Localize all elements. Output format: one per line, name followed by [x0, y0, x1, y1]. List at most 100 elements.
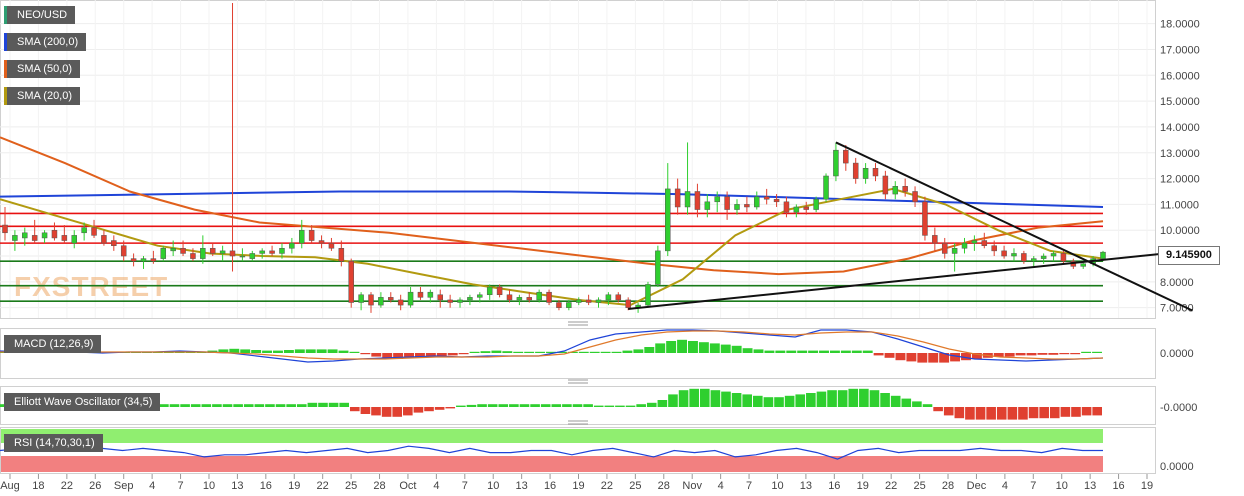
candle-body: [1021, 253, 1027, 262]
ewo-histogram-bar: [901, 398, 912, 407]
rsi-label[interactable]: RSI (14,70,30,1): [4, 434, 103, 452]
ewo-histogram-bar: [816, 391, 827, 407]
macd-histogram-bar: [382, 353, 393, 359]
legend-sma20[interactable]: SMA (20,0): [4, 87, 81, 105]
x-tick-label: 18: [32, 480, 44, 492]
candle-body: [130, 258, 137, 262]
macd-label[interactable]: MACD (12,26,9): [4, 335, 102, 353]
x-tick-label: 16: [1112, 480, 1124, 492]
x-tick-label: 10: [487, 480, 499, 492]
macd-histogram-bar: [305, 349, 316, 353]
ewo-histogram-bar: [996, 407, 1007, 420]
candle-body: [892, 186, 899, 195]
ewo-histogram-bar: [784, 395, 795, 407]
ewo-histogram-bar: [954, 407, 965, 419]
macd-histogram-bar: [1070, 353, 1081, 355]
price-tick-label: 12.0000: [1160, 174, 1200, 186]
ewo-histogram-bar: [837, 390, 848, 407]
ewo-histogram-bar: [339, 402, 349, 407]
ewo-histogram-bar: [1028, 407, 1039, 419]
legend-sma50-label: SMA (50,0): [17, 63, 73, 75]
rsi-oversold-zone: [1, 456, 1103, 472]
candle-body: [239, 255, 246, 258]
current-price-tag: 9.145900: [1158, 246, 1220, 265]
ewo-histogram-bar: [434, 407, 445, 410]
legend-sma200[interactable]: SMA (200,0): [4, 33, 87, 51]
ewo-histogram-bar: [795, 394, 806, 407]
macd-histogram-bar: [655, 343, 666, 353]
ewo-histogram-bar: [371, 407, 381, 416]
candle-body: [595, 299, 602, 303]
ewo-histogram-bar: [593, 405, 604, 407]
macd-histogram-bar: [349, 351, 360, 353]
macd-histogram-bar: [567, 351, 578, 353]
ewo-histogram-bar: [806, 393, 816, 407]
macd-histogram-bar: [895, 353, 906, 361]
candle-body: [378, 297, 384, 306]
ewo-histogram-bar: [721, 391, 731, 407]
macd-histogram-bar: [917, 353, 928, 363]
candle-body: [358, 294, 364, 303]
candle-body: [694, 191, 701, 210]
x-tick-label: 16: [828, 480, 840, 492]
candle-body: [991, 245, 997, 252]
candle-body: [823, 175, 829, 200]
candle-body: [793, 206, 800, 213]
ewo-histogram-bar: [604, 405, 615, 407]
ewo-histogram-bar: [572, 404, 583, 407]
macd-histogram-bar: [414, 353, 425, 358]
macd-histogram-bar: [502, 351, 513, 353]
macd-histogram-bar: [327, 349, 338, 353]
ewo-histogram-bar: [328, 402, 339, 407]
ewo-histogram-bar: [1071, 407, 1081, 417]
x-tick-label: 28: [942, 480, 954, 492]
candle-body: [190, 253, 196, 259]
ewo-histogram-bar: [392, 407, 403, 417]
candle-body: [111, 240, 117, 246]
price-tick-label: 11.0000: [1160, 199, 1199, 211]
candle-body: [951, 248, 958, 254]
ewo-histogram-bar: [456, 405, 466, 407]
candle-body: [140, 258, 147, 262]
candle-body: [1100, 251, 1106, 259]
macd-histogram-bar: [971, 353, 982, 359]
x-tick-label: 22: [317, 480, 329, 492]
x-tick-label: Nov: [682, 480, 702, 492]
candle-body: [1080, 263, 1086, 267]
macd-histogram-bar: [447, 353, 458, 356]
rsi-neutral-zone: [1, 443, 1103, 456]
candle-body: [101, 235, 107, 244]
candle-body: [566, 302, 572, 308]
candle-body: [289, 242, 295, 249]
candle-body: [1040, 255, 1047, 259]
candle-body: [971, 240, 978, 244]
macd-histogram-bar: [1059, 353, 1070, 355]
ewo-histogram-bar: [1092, 407, 1102, 416]
x-tick-label: 10: [1056, 480, 1068, 492]
candle-body: [605, 294, 612, 301]
ewo-histogram-bar: [636, 404, 646, 407]
ewo-histogram-bar: [286, 404, 296, 407]
ewo-histogram-bar: [424, 407, 434, 412]
ewo-histogram-bar: [710, 390, 721, 407]
candle-body: [120, 245, 127, 257]
x-tick-label: 22: [601, 480, 613, 492]
candle-body: [388, 297, 394, 301]
candle-body: [308, 229, 315, 241]
candle-body: [516, 297, 523, 301]
macd-histogram-bar: [709, 343, 720, 353]
candle-body: [922, 201, 928, 236]
macd-histogram-bar: [1037, 353, 1048, 355]
x-tick-label: Oct: [399, 480, 416, 492]
candle-body: [1031, 258, 1037, 262]
ewo-label[interactable]: Elliott Wave Oscillator (34,5): [4, 393, 161, 411]
legend-sma50[interactable]: SMA (50,0): [4, 60, 81, 78]
ewo-histogram-bar: [403, 407, 413, 416]
legend-pair[interactable]: NEO/USD: [4, 6, 76, 24]
candle-body: [338, 248, 345, 262]
candle-body: [852, 162, 859, 179]
ewo-histogram-bar: [413, 407, 424, 413]
macd-histogram-bar: [360, 353, 371, 355]
candle-body: [328, 242, 335, 249]
x-tick-label: 7: [462, 480, 468, 492]
